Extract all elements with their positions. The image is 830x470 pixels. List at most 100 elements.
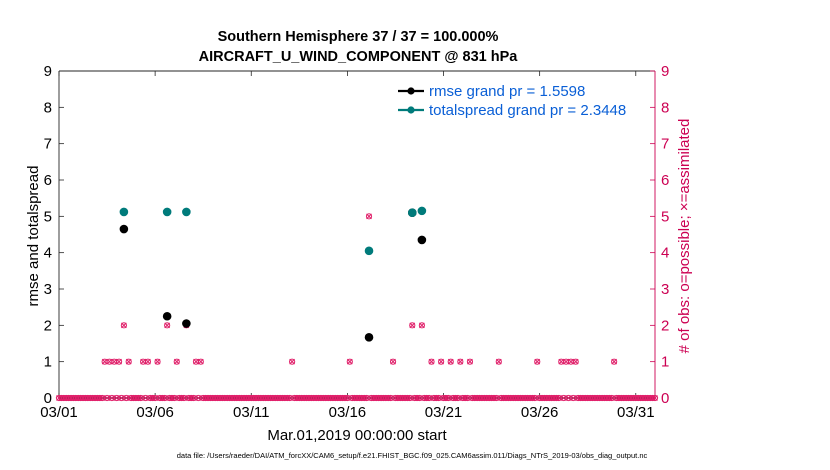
- obs-possible-marker: [495, 358, 502, 365]
- y-right-tick-label: 5: [661, 208, 669, 225]
- obs-assimilated-marker: [113, 395, 120, 401]
- obs-assimilated-marker: [467, 358, 473, 365]
- obs-assimilated-marker: [406, 395, 413, 401]
- legend-entry-label: rmse grand pr = 1.5598: [429, 83, 585, 100]
- obs-count-point: [438, 358, 445, 365]
- obs-assimilated-marker: [652, 395, 658, 401]
- obs-possible-marker: [173, 358, 180, 365]
- y-left-tick-label: 9: [44, 63, 52, 80]
- obs-assimilated-marker: [416, 395, 423, 401]
- obs-assimilated-marker: [104, 395, 110, 401]
- obs-assimilated-marker: [161, 395, 168, 401]
- data-file-footer: data file: /Users/raeder/DAI/ATM_forcXX/…: [177, 451, 648, 460]
- obs-possible-marker: [534, 358, 541, 365]
- obs-assimilated-marker: [120, 322, 127, 329]
- legend: rmse grand pr = 1.5598 totalspread grand …: [398, 83, 626, 119]
- obs-assimilated-marker: [190, 395, 197, 401]
- obs-assimilated-marker: [111, 358, 118, 365]
- y-axis-right-label: # of obs: o=possible; ×=assimilated: [676, 119, 693, 354]
- obs-assimilated-marker: [363, 395, 370, 401]
- obs-count-point: [466, 358, 474, 365]
- y-left-tick-label: 6: [44, 172, 52, 189]
- y-right-tick-label: 0: [661, 390, 669, 407]
- totalspread-point: [162, 207, 172, 217]
- obs-assimilated-marker: [140, 358, 147, 365]
- x-tick-label: 03/01: [40, 404, 78, 421]
- obs-assimilated-marker: [409, 322, 416, 329]
- obs-count-point: [115, 358, 123, 365]
- obs-assimilated-marker: [106, 358, 113, 365]
- obs-assimilated-marker: [108, 395, 115, 401]
- y-left-tick-label: 0: [44, 390, 52, 407]
- x-axis-label: Mar.01,2019 00:00:00 start: [267, 427, 447, 444]
- obs-assimilated-marker: [570, 395, 577, 401]
- obs-assimilated-marker: [171, 395, 178, 401]
- totalspread-point: [364, 246, 374, 256]
- obs-assimilated-marker: [418, 322, 425, 329]
- y-left-tick-label: 4: [44, 245, 52, 262]
- obs-assimilated-marker: [145, 358, 151, 365]
- rmse-point: [162, 311, 172, 321]
- obs-count-point: [164, 322, 171, 329]
- y-right-tick-label: 8: [661, 99, 669, 116]
- totalspread-point: [182, 207, 191, 217]
- y-right-tick-label: 7: [661, 136, 669, 153]
- obs-possible-marker: [115, 358, 123, 365]
- obs-assimilated-marker: [558, 358, 565, 365]
- obs-possible-marker: [438, 358, 445, 365]
- obs-possible-marker: [197, 358, 204, 365]
- obs-assimilated-marker: [125, 358, 132, 365]
- y-right-tick-label: 2: [661, 317, 669, 334]
- obs-assimilated-marker: [445, 395, 452, 401]
- x-tick-label: 03/06: [136, 404, 174, 421]
- obs-count-point: [534, 358, 541, 365]
- obs-assimilated-marker: [195, 395, 202, 401]
- obs-possible-marker: [611, 358, 618, 365]
- obs-assimilated-marker: [137, 395, 144, 401]
- obs-assimilated-marker: [116, 358, 122, 365]
- obs-assimilated-marker: [101, 358, 108, 365]
- totalspread-point: [119, 207, 129, 217]
- x-tick-label: 03/11: [233, 404, 269, 421]
- obs-assimilated-marker: [118, 395, 125, 401]
- obs-assimilated-marker: [426, 395, 432, 401]
- chart-title-line2: AIRCRAFT_U_WIND_COMPONENT @ 831 hPa: [199, 49, 519, 65]
- obs-assimilated-marker: [560, 395, 567, 401]
- obs-assimilated-marker: [531, 395, 538, 401]
- plot-area: [58, 70, 656, 399]
- obs-assimilated-marker: [567, 358, 574, 365]
- y-right-tick-label: 6: [661, 172, 669, 189]
- obs-possible-marker: [389, 358, 397, 365]
- obs-count-point: [495, 358, 502, 365]
- obs-possible-marker: [447, 358, 454, 365]
- obs-count-markers: [55, 213, 659, 402]
- obs-possible-marker: [651, 394, 659, 402]
- obs-assimilated-marker: [164, 322, 171, 329]
- y-left-tick-label: 7: [44, 136, 52, 153]
- obs-assimilated-marker: [142, 395, 149, 401]
- chart-title-line1: Southern Hemisphere 37 / 37 = 100.000%: [218, 29, 499, 45]
- x-tick-label: 03/31: [617, 404, 655, 421]
- obs-assimilated-marker: [611, 358, 618, 365]
- obs-assimilated-marker: [455, 395, 461, 401]
- obs-assimilated-marker: [387, 395, 394, 401]
- obs-assimilated-marker: [572, 358, 579, 365]
- y-right-tick-label: 3: [661, 281, 669, 298]
- obs-possible-marker: [154, 358, 161, 365]
- obs-assimilated-marker: [99, 395, 106, 401]
- obs-count-point: [428, 358, 435, 365]
- obs-count-point: [154, 358, 161, 365]
- obs-count-point: [418, 322, 425, 329]
- series-markers: [119, 206, 427, 342]
- plot-background: [59, 71, 655, 398]
- rmse-point: [119, 224, 129, 234]
- obs-count-point: [346, 358, 353, 365]
- obs-assimilated-marker: [154, 358, 161, 365]
- y-axis-left-label: rmse and totalspread: [25, 166, 42, 307]
- obs-assimilated-marker: [555, 395, 562, 401]
- obs-count-point: [409, 322, 416, 329]
- obs-count-point: [389, 358, 397, 365]
- obs-count-point: [531, 394, 538, 402]
- obs-count-point: [144, 358, 152, 365]
